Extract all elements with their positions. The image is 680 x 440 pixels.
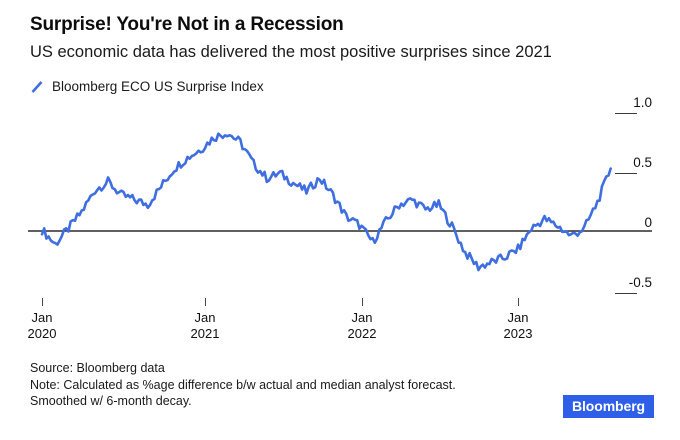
x-axis-label-1-month: Jan [31, 310, 53, 325]
x-axis-label-2: Jan 2021 [170, 310, 240, 342]
y-axis-tick-1 [615, 113, 637, 114]
y-axis-tick-2 [615, 173, 637, 174]
x-axis-label-3-year: 2022 [347, 326, 377, 341]
y-axis-label-1: 1.0 [633, 95, 652, 110]
series-line-bloomberg-eco-us-surprise-index [40, 132, 612, 272]
y-axis-label-2: 0.5 [633, 155, 652, 170]
x-axis-tick-1 [42, 298, 43, 306]
x-axis-label-2-year: 2021 [190, 326, 220, 341]
footnote-note-line-2: Smoothed w/ 6-month decay. [30, 394, 192, 408]
x-axis-label-4-year: 2023 [503, 326, 533, 341]
diagonal-line-icon [31, 80, 43, 93]
legend-series-label: Bloomberg ECO US Surprise Index [52, 79, 264, 94]
x-axis-label-4: Jan 2023 [483, 310, 553, 342]
page-subtitle: US economic data has delivered the most … [30, 43, 552, 61]
footnote-source: Source: Bloomberg data [30, 361, 165, 375]
x-axis-label-1-year: 2020 [27, 326, 57, 341]
x-axis-tick-2 [205, 298, 206, 306]
x-axis-tick-4 [518, 298, 519, 306]
x-axis-label-3: Jan 2022 [327, 310, 397, 342]
x-axis-label-1: Jan 2020 [7, 310, 77, 342]
x-axis-label-2-month: Jan [194, 310, 216, 325]
bloomberg-badge: Bloomberg [563, 395, 654, 418]
x-axis-tick-3 [362, 298, 363, 306]
y-axis-label-4: -0.5 [628, 275, 652, 290]
x-axis-label-3-month: Jan [351, 310, 373, 325]
y-axis-label-3: 0 [644, 215, 652, 230]
footnote-note-line-1: Note: Calculated as %age difference b/w … [30, 377, 456, 392]
chart-footnotes: Source: Bloomberg data Note: Calculated … [30, 360, 456, 410]
chart-legend: Bloomberg ECO US Surprise Index [30, 79, 264, 94]
x-axis-label-4-month: Jan [507, 310, 529, 325]
y-axis-tick-4 [615, 293, 637, 294]
page-title: Surprise! You're Not in a Recession [30, 14, 344, 35]
